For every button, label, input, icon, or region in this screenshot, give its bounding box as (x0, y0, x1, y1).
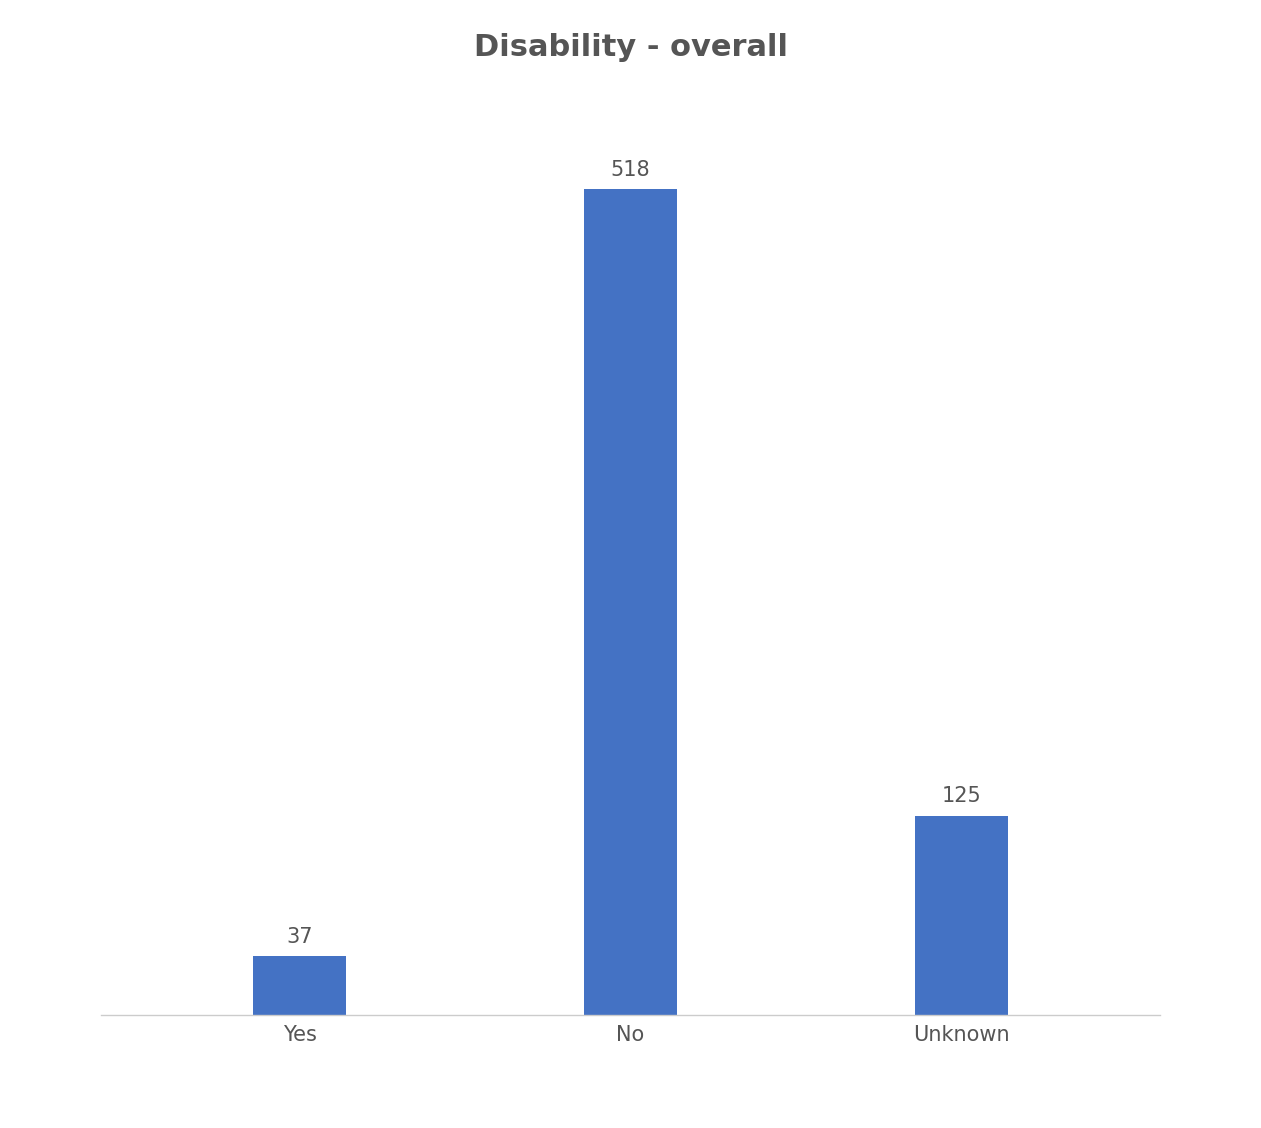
Text: 125: 125 (942, 786, 981, 807)
Bar (253, 957, 346, 1015)
Bar (584, 190, 677, 1015)
Text: 518: 518 (610, 159, 651, 179)
Title: Disability - overall: Disability - overall (473, 33, 788, 62)
Text: 37: 37 (286, 926, 313, 946)
Bar (915, 816, 1008, 1015)
